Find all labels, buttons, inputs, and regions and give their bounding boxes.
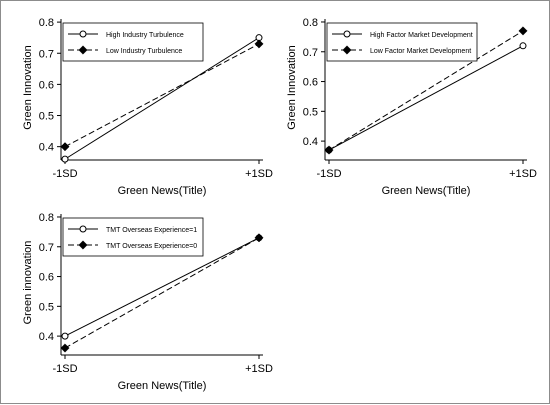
chart-panel-2: 0.4 0.5 0.6 0.7 0.8 -1SD +1SD Green News(Title)…: [286, 17, 537, 197]
series-line-2: [328, 30, 524, 151]
chart-panel-1: 0.4 0.5 0.6 0.7 0.8 -1SD +1SD Green News(Title)…: [22, 17, 273, 197]
y-tick-label: 0.8: [39, 212, 54, 224]
legend-marker: [78, 45, 88, 55]
y-tick-label: 0.6: [303, 77, 318, 89]
y-tick-label: 0.5: [39, 111, 54, 123]
data-point: [324, 145, 334, 155]
x-axis-title: Green News(Title): [382, 185, 471, 197]
legend-marker: [79, 30, 87, 38]
y-tick-label: 0.7: [39, 242, 54, 254]
legend-marker: [343, 30, 351, 38]
y-tick-label: 0.8: [39, 17, 54, 29]
x-tick-label: +1SD: [245, 168, 273, 180]
y-axis-title: Green innovation: [22, 241, 34, 325]
series-line-2: [64, 237, 260, 349]
y-axis-title: Green Innovation: [286, 45, 298, 129]
legend-box: [326, 22, 478, 62]
y-tick-label: 0.6: [39, 79, 54, 91]
data-point: [254, 39, 264, 49]
legend-marker: [342, 45, 352, 55]
legend-box: [62, 217, 204, 257]
data-point: [518, 26, 528, 36]
y-tick-label: 0.7: [39, 48, 54, 60]
series-line-2: [64, 43, 260, 148]
x-axis-title: Green News(Title): [118, 185, 207, 197]
data-point: [60, 343, 70, 353]
series-line-1: [64, 237, 260, 337]
legend-box: [62, 22, 204, 62]
legend-label: Low Factor Market Development: [370, 48, 471, 55]
legend-label: High Industry Turbulence: [106, 32, 184, 39]
data-point: [60, 142, 70, 152]
legend-marker: [78, 240, 88, 250]
series-line-1: [64, 37, 260, 160]
y-tick-label: 0.5: [39, 301, 54, 313]
y-tick-label: 0.4: [303, 136, 318, 148]
y-tick-label: 0.4: [39, 331, 54, 343]
x-tick-label: -1SD: [52, 168, 77, 180]
data-point: [254, 233, 264, 243]
legend-label: TMT Overseas Experience=0: [106, 243, 197, 250]
y-tick-label: 0.6: [39, 272, 54, 284]
x-tick-label: -1SD: [52, 363, 77, 375]
x-tick-label: -1SD: [316, 168, 341, 180]
chart-panel-3: 0.4 0.5 0.6 0.7 0.8 -1SD +1SD Green News(Title)…: [22, 212, 273, 392]
data-point: [519, 42, 527, 50]
y-tick-label: 0.7: [303, 47, 318, 59]
x-tick-label: +1SD: [245, 363, 273, 375]
data-point: [61, 155, 69, 163]
y-axis-title: Green Innovation: [22, 45, 34, 129]
data-point: [61, 332, 69, 340]
x-tick-label: +1SD: [509, 168, 537, 180]
y-tick-label: 0.8: [303, 17, 318, 29]
legend-label: TMT Overseas Experience=1: [106, 227, 197, 234]
legend-marker: [79, 225, 87, 233]
y-tick-label: 0.4: [39, 142, 54, 154]
x-axis-title: Green News(Title): [118, 380, 207, 392]
legend-label: Low Industry Turbulence: [106, 48, 182, 55]
legend-label: High Factor Market Development: [370, 32, 473, 39]
series-line-1: [328, 45, 524, 151]
y-tick-label: 0.5: [303, 106, 318, 118]
